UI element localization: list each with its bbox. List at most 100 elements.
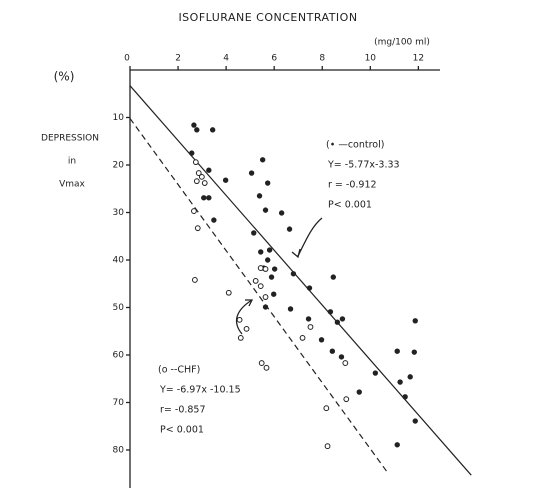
chart-title: ISOFLURANE CONCENTRATION [178,11,357,24]
data-point [262,294,269,300]
arrow-head [245,299,254,307]
y-tick-label: 20 [113,161,125,171]
data-point [236,316,243,323]
data-point [286,226,293,232]
data-point [334,319,341,325]
y-axis-title: DEPRESSION [41,134,99,144]
data-point [307,324,314,330]
data-point [252,278,259,284]
fit-line [129,118,389,474]
data-point [318,337,325,343]
data-point [194,225,201,232]
data-point [257,265,264,271]
y-axis-title: in [68,157,76,167]
data-point [191,277,198,283]
data-point [271,266,278,272]
data-point [243,325,250,332]
annotation: Y= -5.77x-3.33 [327,160,400,171]
annotation: Y= -6.97x -10.15 [159,385,241,396]
x-tick-label: 6 [271,54,277,64]
data-point [397,379,403,385]
data-point [411,349,417,355]
data-point [343,396,350,403]
data-point [394,348,400,354]
x-tick-label: 12 [413,54,424,64]
data-point [256,193,263,199]
data-point [356,389,362,395]
arrow [297,217,323,257]
data-point [306,285,313,291]
x-tick-label: 0 [124,54,130,64]
data-point [262,266,269,272]
data-point [266,247,273,253]
data-point [329,348,336,354]
y-axis-title: Vmax [59,180,85,190]
data-point [412,318,418,324]
data-point [195,170,202,176]
data-point [201,180,208,186]
data-point [262,207,269,213]
data-point [338,354,345,360]
x-tick-label: 2 [175,54,181,64]
data-point [209,127,216,133]
data-point [191,122,197,128]
data-point [407,374,413,380]
data-point [327,309,334,315]
data-point [258,360,265,366]
data-point [323,405,330,412]
data-point [271,291,277,297]
data-point [206,195,212,201]
y-tick-label: 50 [113,303,125,313]
y-tick-label: 30 [113,208,125,218]
data-point [305,316,312,322]
y-tick-label: 80 [113,446,125,456]
data-point [339,316,346,322]
y-tick-label: 70 [113,398,125,408]
data-point [248,170,255,176]
data-point [263,364,270,371]
data-point [189,150,195,156]
data-point [287,306,294,312]
fit-line [129,85,472,476]
arrow [235,299,253,335]
legend-label: (o --CHF) [158,365,200,376]
data-point [372,370,379,376]
x-axis-label: (mg/100 ml) [374,38,430,48]
annotation: P< 0.001 [328,200,372,211]
data-point [211,217,217,223]
data-point [258,249,264,255]
x-tick-label: 4 [223,54,229,64]
data-point [394,442,400,448]
x-tick-label: 8 [319,54,325,64]
data-point [193,178,200,185]
data-point [324,443,331,450]
data-point [412,418,418,424]
data-point [299,335,306,341]
data-point [225,289,232,296]
data-point [342,360,349,366]
data-point [201,195,207,201]
data-point [402,394,408,400]
data-point [259,157,266,163]
data-point [192,159,199,166]
data-point [237,335,244,341]
data-point [290,271,297,277]
data-point [222,177,229,183]
data-point [264,180,271,186]
arrow-head [291,248,301,259]
data-point [251,230,257,236]
data-point [268,274,275,280]
data-point [330,274,337,280]
y-tick-label: 40 [113,256,125,266]
x-tick-label: 10 [365,54,377,64]
data-point [191,208,197,214]
data-point [194,127,200,133]
data-point [257,283,264,290]
data-point [198,173,205,180]
y-tick-label: 60 [113,351,125,361]
legend-label: (• —control) [326,140,384,151]
data-point [278,210,285,216]
annotation: r = -0.912 [328,180,377,191]
data-point [264,257,271,263]
